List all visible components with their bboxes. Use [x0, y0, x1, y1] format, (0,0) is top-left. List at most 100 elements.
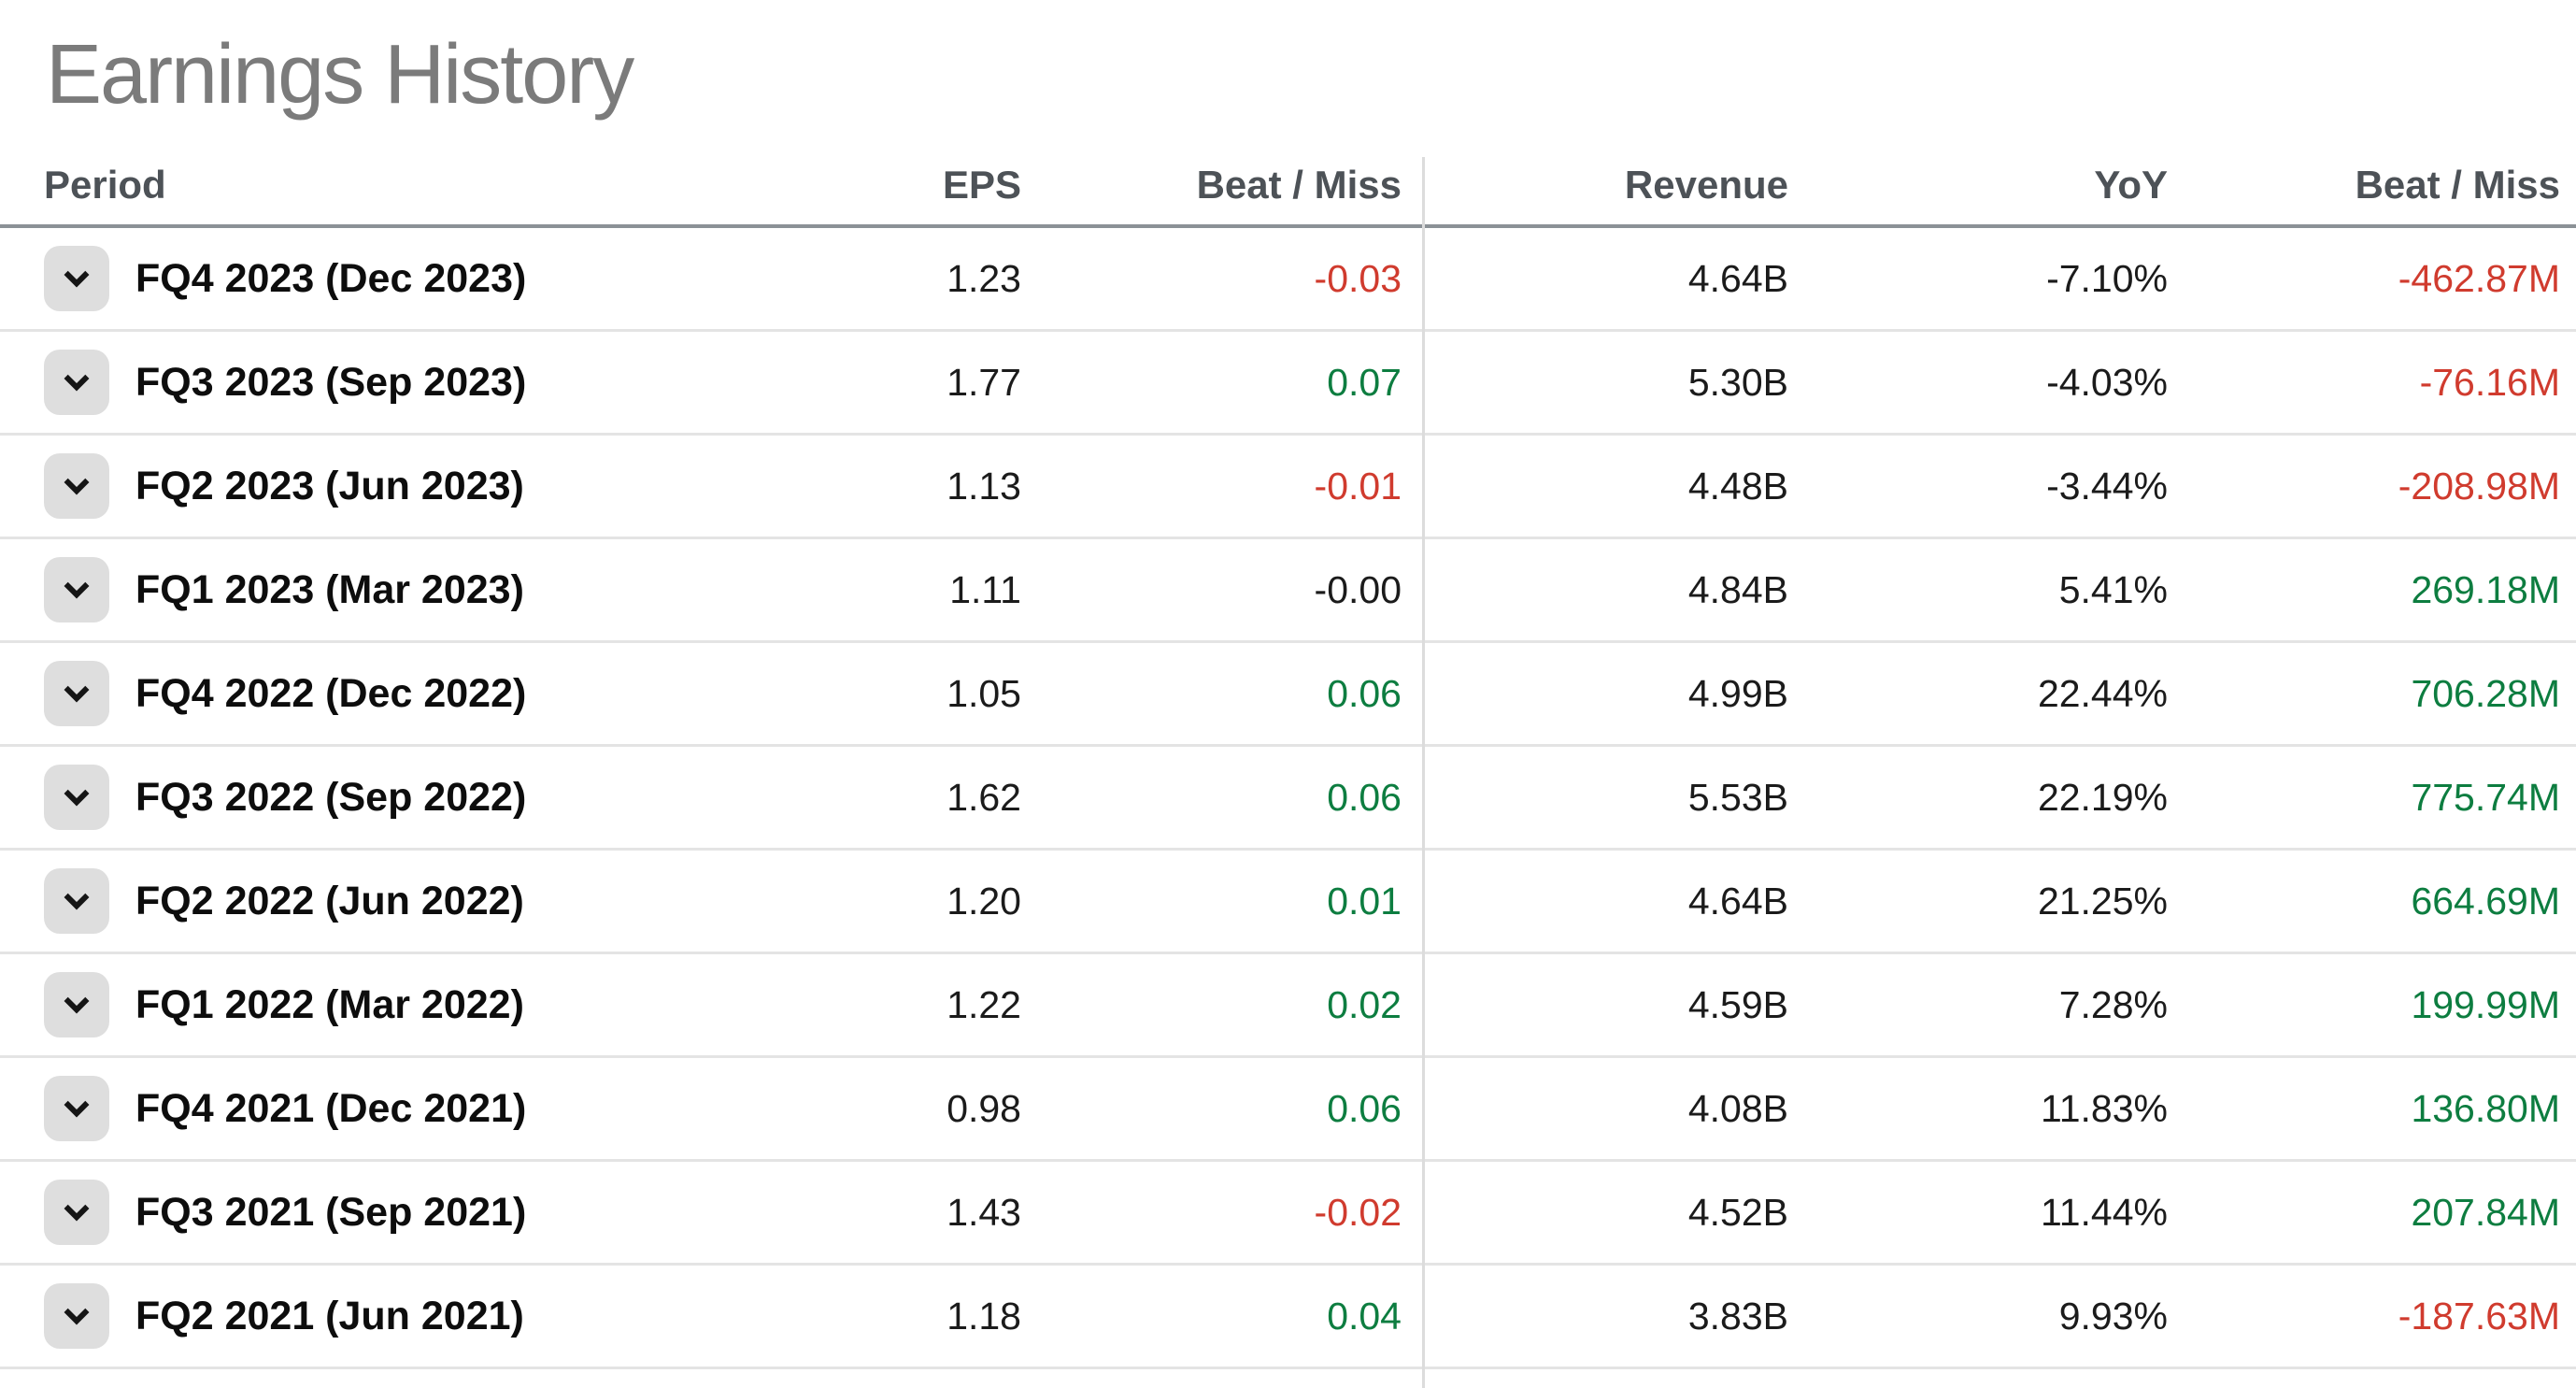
revenue-value: 4.08B — [1687, 1086, 1788, 1130]
chevron-down-icon — [64, 996, 90, 1014]
period-label: FQ1 2022 (Mar 2022) — [135, 981, 524, 1027]
eps-value: 1.13 — [946, 464, 1021, 508]
eps-beat-miss-value: 0.06 — [1327, 671, 1402, 715]
period-label: FQ3 2022 (Sep 2022) — [135, 774, 527, 820]
column-header-revenue-beat-miss: Beat / Miss — [2355, 163, 2560, 207]
revenue-yoy-value: 5.41% — [2058, 567, 2168, 611]
table-row: FQ3 2021 (Sep 2021) 1.43 -0.02 4.52B 11.… — [0, 1162, 2576, 1266]
eps-beat-miss-value: -0.00 — [1314, 567, 1402, 611]
revenue-beat-miss-value: 664.69M — [2411, 879, 2560, 923]
revenue-value: 4.84B — [1687, 567, 1788, 611]
period-label: FQ2 2021 (Jun 2021) — [135, 1293, 524, 1338]
revenue-yoy-value: 7.28% — [2058, 982, 2168, 1026]
period-cell: FQ2 2023 (Jun 2023) — [44, 453, 605, 519]
revenue-value: 4.52B — [1687, 1190, 1788, 1234]
period-label: FQ4 2021 (Dec 2021) — [135, 1085, 527, 1131]
revenue-value: 3.83B — [1687, 1294, 1788, 1338]
table-body: FQ4 2023 (Dec 2023) 1.23 -0.03 4.64B -7.… — [0, 228, 2576, 1369]
revenue-beat-miss-value: 199.99M — [2411, 982, 2560, 1026]
eps-value: 1.18 — [946, 1294, 1021, 1338]
page-title: Earnings History — [46, 28, 634, 122]
eps-beat-miss-value: 0.04 — [1327, 1294, 1402, 1338]
table-row: FQ4 2022 (Dec 2022) 1.05 0.06 4.99B 22.4… — [0, 643, 2576, 747]
table-row: FQ1 2022 (Mar 2022) 1.22 0.02 4.59B 7.28… — [0, 954, 2576, 1058]
chevron-down-icon — [64, 789, 90, 807]
table-row: FQ2 2021 (Jun 2021) 1.18 0.04 3.83B 9.93… — [0, 1266, 2576, 1369]
eps-value: 1.77 — [946, 360, 1021, 404]
eps-beat-miss-value: -0.01 — [1314, 464, 1402, 508]
eps-value: 1.11 — [949, 567, 1021, 611]
expand-row-button[interactable] — [44, 350, 109, 415]
period-cell: FQ2 2022 (Jun 2022) — [44, 868, 605, 934]
period-cell: FQ2 2021 (Jun 2021) — [44, 1283, 605, 1349]
revenue-beat-miss-value: -187.63M — [2398, 1294, 2560, 1338]
chevron-down-icon — [64, 1100, 90, 1118]
revenue-yoy-value: 11.83% — [2040, 1086, 2168, 1130]
eps-value: 1.62 — [946, 775, 1021, 819]
table-row: FQ2 2022 (Jun 2022) 1.20 0.01 4.64B 21.2… — [0, 851, 2576, 954]
revenue-yoy-value: 22.44% — [2037, 671, 2168, 715]
revenue-yoy-value: 11.44% — [2040, 1190, 2168, 1234]
eps-beat-miss-value: -0.03 — [1314, 256, 1402, 300]
chevron-down-icon — [64, 893, 90, 910]
eps-value: 1.23 — [946, 256, 1021, 300]
expand-row-button[interactable] — [44, 1283, 109, 1349]
revenue-value: 5.30B — [1687, 360, 1788, 404]
column-header-eps: EPS — [942, 163, 1021, 207]
revenue-beat-miss-value: 136.80M — [2411, 1086, 2560, 1130]
table-row: FQ2 2023 (Jun 2023) 1.13 -0.01 4.48B -3.… — [0, 436, 2576, 539]
revenue-value: 4.64B — [1687, 879, 1788, 923]
table-row: FQ4 2023 (Dec 2023) 1.23 -0.03 4.64B -7.… — [0, 228, 2576, 332]
period-cell: FQ4 2021 (Dec 2021) — [44, 1076, 605, 1141]
period-label: FQ4 2023 (Dec 2023) — [135, 255, 527, 301]
revenue-value: 4.99B — [1687, 671, 1788, 715]
eps-beat-miss-value: 0.02 — [1327, 982, 1402, 1026]
eps-value: 1.20 — [946, 879, 1021, 923]
period-label: FQ3 2021 (Sep 2021) — [135, 1189, 527, 1235]
period-label: FQ2 2023 (Jun 2023) — [135, 463, 524, 508]
expand-row-button[interactable] — [44, 453, 109, 519]
revenue-value: 4.64B — [1687, 256, 1788, 300]
eps-value: 0.98 — [946, 1086, 1021, 1130]
chevron-down-icon — [64, 1308, 90, 1325]
revenue-beat-miss-value: 269.18M — [2411, 567, 2560, 611]
revenue-value: 5.53B — [1687, 775, 1788, 819]
expand-row-button[interactable] — [44, 246, 109, 311]
eps-value: 1.22 — [946, 982, 1021, 1026]
eps-beat-miss-value: -0.02 — [1314, 1190, 1402, 1234]
chevron-down-icon — [64, 685, 90, 703]
revenue-beat-miss-value: 775.74M — [2411, 775, 2560, 819]
chevron-down-icon — [64, 270, 90, 288]
expand-row-button[interactable] — [44, 1076, 109, 1141]
period-cell: FQ4 2023 (Dec 2023) — [44, 246, 605, 311]
period-cell: FQ3 2023 (Sep 2023) — [44, 350, 605, 415]
revenue-beat-miss-value: -76.16M — [2419, 360, 2560, 404]
expand-row-button[interactable] — [44, 661, 109, 726]
period-cell: FQ1 2023 (Mar 2023) — [44, 557, 605, 622]
chevron-down-icon — [64, 374, 90, 392]
expand-row-button[interactable] — [44, 868, 109, 934]
expand-row-button[interactable] — [44, 972, 109, 1037]
column-header-period: Period — [44, 163, 166, 207]
period-label: FQ2 2022 (Jun 2022) — [135, 878, 524, 923]
expand-row-button[interactable] — [44, 1180, 109, 1245]
column-header-revenue: Revenue — [1624, 163, 1788, 207]
eps-revenue-section-divider — [1422, 157, 1425, 1388]
expand-row-button[interactable] — [44, 557, 109, 622]
eps-beat-miss-value: 0.07 — [1327, 360, 1402, 404]
table-row: FQ3 2022 (Sep 2022) 1.62 0.06 5.53B 22.1… — [0, 747, 2576, 851]
table-row: FQ1 2023 (Mar 2023) 1.11 -0.00 4.84B 5.4… — [0, 539, 2576, 643]
revenue-value: 4.59B — [1687, 982, 1788, 1026]
revenue-beat-miss-value: -462.87M — [2398, 256, 2560, 300]
eps-value: 1.05 — [946, 671, 1021, 715]
period-label: FQ3 2023 (Sep 2023) — [135, 359, 527, 405]
revenue-yoy-value: 21.25% — [2037, 879, 2168, 923]
expand-row-button[interactable] — [44, 765, 109, 830]
earnings-history-table: Period EPS Beat / Miss Revenue YoY Beat … — [0, 146, 2576, 1369]
period-cell: FQ3 2022 (Sep 2022) — [44, 765, 605, 830]
period-cell: FQ4 2022 (Dec 2022) — [44, 661, 605, 726]
chevron-down-icon — [64, 581, 90, 599]
period-label: FQ1 2023 (Mar 2023) — [135, 566, 524, 612]
period-cell: FQ3 2021 (Sep 2021) — [44, 1180, 605, 1245]
eps-beat-miss-value: 0.06 — [1327, 775, 1402, 819]
